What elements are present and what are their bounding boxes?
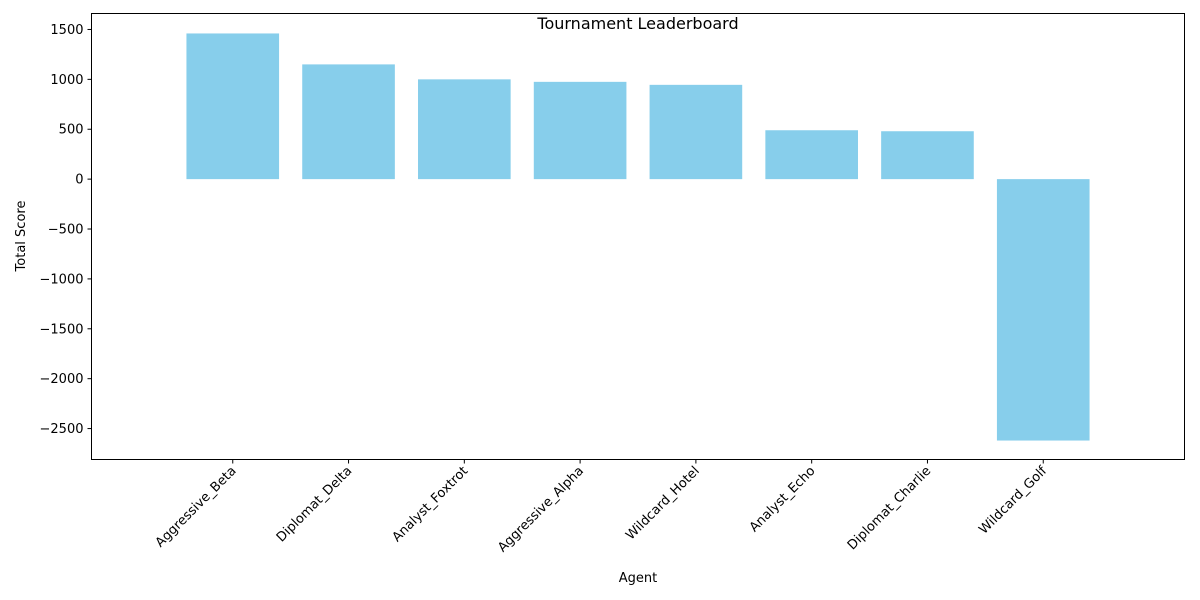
chart-title: Tournament Leaderboard (536, 14, 738, 33)
bar-analyst-echo (765, 130, 858, 180)
bar-aggressive-alpha (533, 81, 627, 180)
y-axis-label: Total Score (14, 201, 29, 273)
bar-wildcard-hotel (649, 84, 743, 180)
bar-aggressive-beta (186, 33, 280, 180)
bar-diplomat-delta (302, 64, 395, 180)
y-tick-label: 1000 (50, 73, 83, 88)
y-tick-label: −500 (48, 223, 84, 238)
y-tick-label: −2500 (40, 422, 84, 437)
x-axis-label: Agent (619, 571, 657, 586)
plot-frame (91, 13, 1185, 460)
bar-wildcard-golf (996, 179, 1090, 441)
y-tick-label: −1000 (40, 272, 84, 287)
y-tick-label: −1500 (40, 322, 84, 337)
y-tick-label: 1500 (50, 23, 83, 38)
y-tick-label: −2000 (40, 372, 84, 387)
bar-analyst-foxtrot (418, 79, 511, 180)
y-axis: −2500 −2000 −1500 −1000 −500 0 500 1000 1500 (40, 23, 92, 437)
y-tick-label: 500 (59, 123, 84, 138)
bars-group (186, 33, 1090, 441)
y-tick-label: 0 (75, 173, 83, 188)
bar-diplomat-charlie (881, 131, 974, 180)
